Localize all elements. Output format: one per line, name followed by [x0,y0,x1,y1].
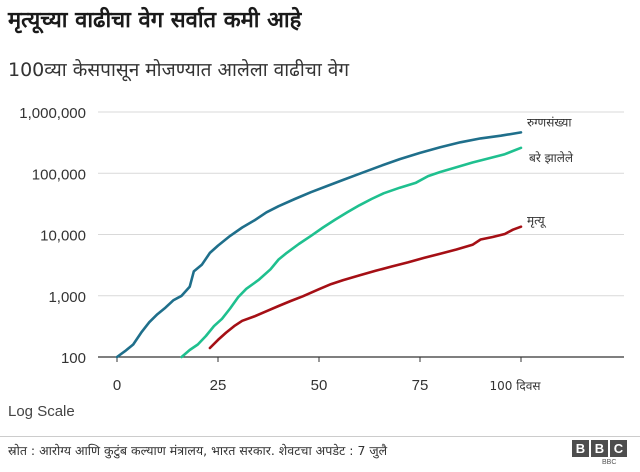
footer-divider [0,436,640,437]
bbc-logo-letter: C [610,440,627,457]
series-label: रुग्णसंख्या [527,115,572,129]
series-lines [115,131,523,359]
bbc-logo-letter: B [591,440,608,457]
y-tick-labels: 100 1,000 10,000 100,000 1,000,000 [19,105,86,367]
series-label: बरे झालेले [529,151,574,165]
bbc-logo-subtext: BBC [602,459,617,466]
y-tick-label: 1,000,000 [19,105,86,122]
x-tick-label: 0 [113,377,121,394]
y-tick-label: 100 [61,350,86,367]
x-tick-label: 75 [412,377,429,394]
chart-title: मृत्यूच्या वाढीचा वेग सर्वात कमी आहे [8,8,302,33]
y-tick-label: 100,000 [32,166,86,183]
bbc-logo: B B C [572,440,627,457]
y-tick-label: 10,000 [40,228,86,245]
scale-note: Log Scale [8,403,75,420]
series-line [208,225,523,350]
y-tick-label: 1,000 [48,289,86,306]
grid-lines [98,111,624,362]
series-line [180,146,523,359]
chart-subtitle: 100व्या केसपासून मोजण्यात आलेला वाढीचा व… [8,59,350,81]
x-tick-label: 25 [210,377,227,394]
x-tick-label: 50 [311,377,328,394]
series-label: मृत्यू [527,214,547,229]
x-end-label: 100 दिवस [490,379,542,393]
series-labels: रुग्णसंख्या बरे झालेले मृत्यू [527,115,574,228]
source-note: स्रोत : आरोग्य आणि कुटुंब कल्याण मंत्राल… [8,443,388,458]
bbc-logo-letter: B [572,440,589,457]
series-line [115,131,523,359]
x-tick-labels: 0 25 50 75 100 दिवस [113,377,542,394]
